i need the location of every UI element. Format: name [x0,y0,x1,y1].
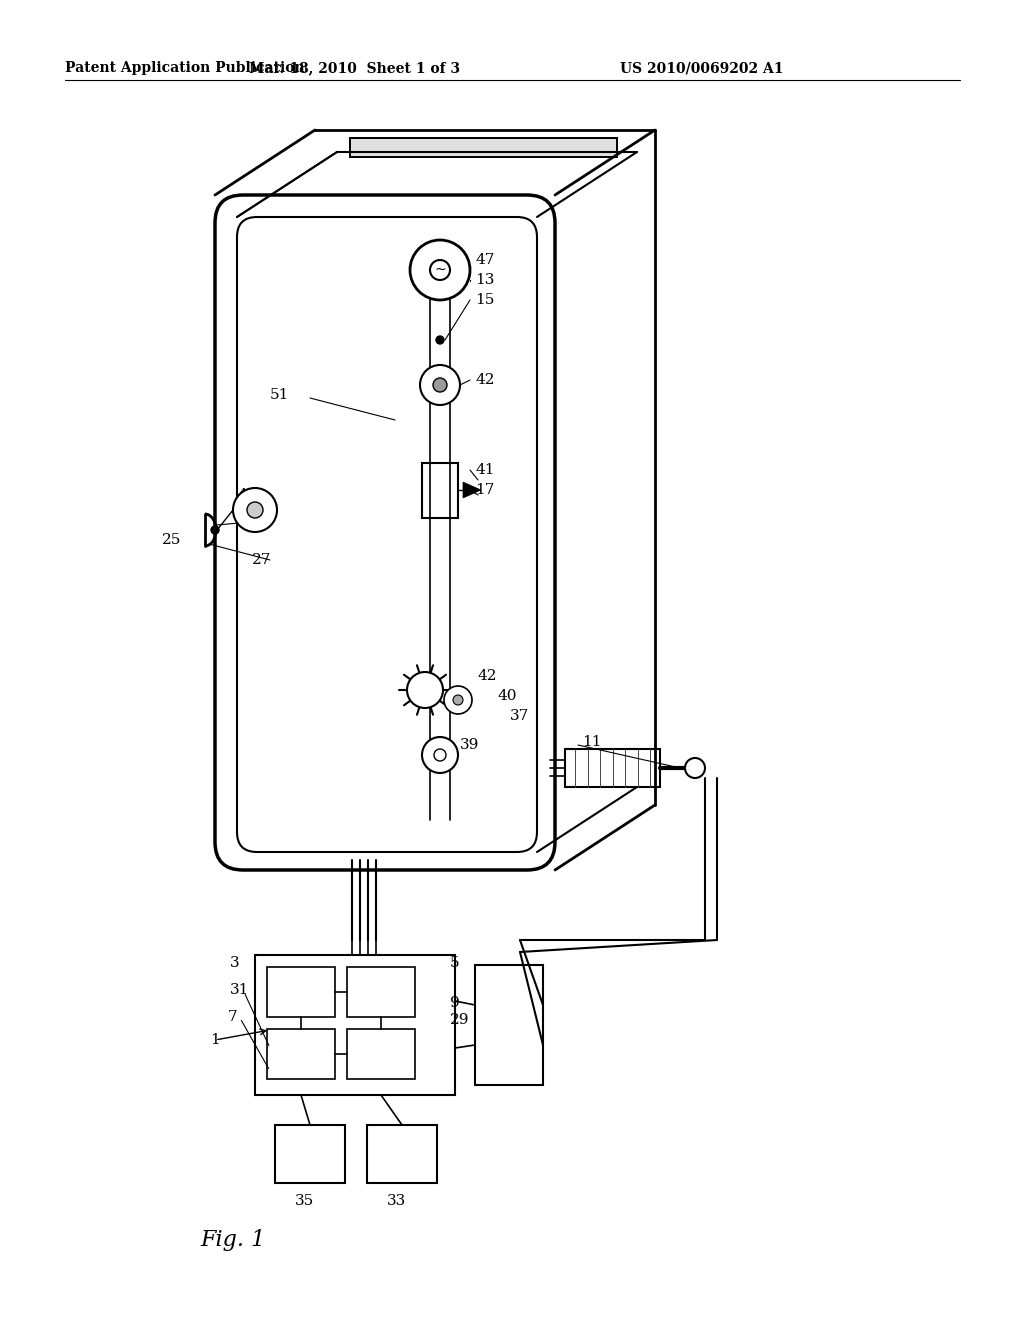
Text: 17: 17 [475,483,495,498]
Text: 13: 13 [475,273,495,286]
Text: 11: 11 [582,735,601,748]
Text: Mar. 18, 2010  Sheet 1 of 3: Mar. 18, 2010 Sheet 1 of 3 [250,61,461,75]
Circle shape [453,696,463,705]
Text: 41: 41 [475,463,495,477]
Circle shape [436,337,444,345]
Text: US 2010/0069202 A1: US 2010/0069202 A1 [620,61,783,75]
Bar [347,968,415,1016]
Polygon shape [463,482,481,498]
Circle shape [444,686,472,714]
Bar [350,139,617,157]
Bar [565,748,660,787]
Bar [367,1125,437,1183]
Text: 47: 47 [475,253,495,267]
Text: 35: 35 [295,1195,314,1208]
Circle shape [233,488,278,532]
Text: ~: ~ [434,263,445,277]
Text: 37: 37 [510,709,529,723]
Bar [422,463,458,517]
Text: 23: 23 [255,513,274,527]
Bar [267,1030,335,1078]
Circle shape [430,260,450,280]
Bar [347,1030,415,1078]
Circle shape [685,758,705,777]
Text: 42: 42 [475,374,495,387]
Circle shape [422,737,458,774]
Text: 42: 42 [478,669,498,682]
Text: 27: 27 [252,553,271,568]
Text: 7: 7 [228,1010,238,1024]
Bar [267,968,335,1016]
Text: 9: 9 [450,997,460,1010]
Circle shape [434,748,446,762]
Circle shape [420,366,460,405]
Text: Patent Application Publication: Patent Application Publication [65,61,304,75]
Text: 15: 15 [475,293,495,308]
Circle shape [211,525,219,535]
Circle shape [247,502,263,517]
Text: 49: 49 [238,488,257,502]
Text: 40: 40 [498,689,517,704]
Text: 33: 33 [387,1195,407,1208]
Text: 25: 25 [162,533,181,546]
Text: 39: 39 [460,738,479,752]
Text: Fig. 1: Fig. 1 [200,1229,265,1251]
Bar [255,954,455,1096]
Circle shape [407,672,443,708]
Text: 3: 3 [230,956,240,970]
Text: 1: 1 [210,1034,220,1047]
Bar [475,965,543,1085]
Text: 5: 5 [450,956,460,970]
Circle shape [433,378,447,392]
Bar [275,1125,345,1183]
Circle shape [410,240,470,300]
Text: 31: 31 [230,983,250,997]
Text: 51: 51 [270,388,290,403]
Text: 29: 29 [450,1012,469,1027]
